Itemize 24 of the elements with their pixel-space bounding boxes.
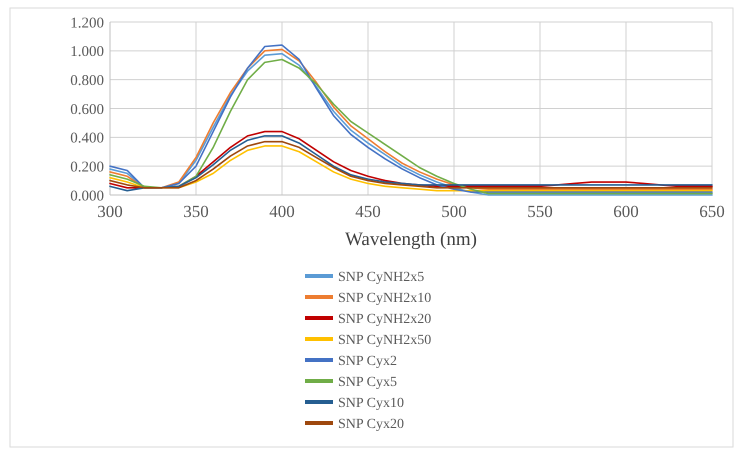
y-tick-label: 1.000 [70, 44, 104, 60]
x-tick-label: 550 [527, 202, 553, 221]
x-tick-label: 350 [183, 202, 209, 221]
x-tick-label: 650 [699, 202, 725, 221]
y-tick-label: 0.200 [70, 159, 104, 176]
legend-label: SNP CyNH2x10 [338, 290, 432, 306]
y-tick-label: 0.000 [70, 188, 104, 204]
x-tick-label: 450 [355, 202, 381, 221]
legend-label: SNP Cyx5 [338, 374, 398, 390]
legend-label: SNP CyNH2x20 [338, 312, 432, 327]
x-axis-title: Wavelength (nm) [345, 229, 477, 250]
legend-label: SNP CyNH2x50 [338, 332, 432, 348]
y-tick-label: 0.800 [70, 72, 104, 89]
legend-label: SNP CyNH2x5 [338, 270, 424, 285]
x-tick-label: 600 [613, 202, 639, 221]
x-tick-label: 500 [441, 202, 467, 221]
legend-label: SNP Cyx20 [338, 416, 404, 432]
y-tick-label: 0.600 [70, 102, 104, 118]
y-tick-label: 0.400 [70, 130, 104, 147]
y-tick-label: 1.200 [70, 15, 104, 32]
x-tick-label: 400 [269, 202, 295, 221]
legend-label: SNP Cyx2 [338, 354, 398, 369]
x-tick-label: 300 [97, 202, 123, 221]
legend-label: SNP Cyx10 [338, 396, 404, 411]
